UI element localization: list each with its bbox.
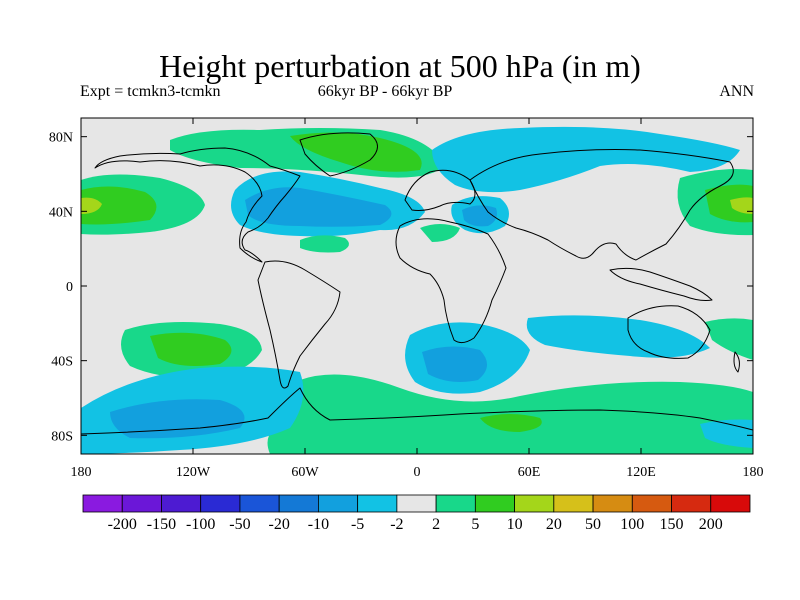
colorbar-label: 2 — [432, 516, 440, 533]
colorbar-swatch — [121, 494, 162, 513]
lat-tick-label: 80N — [49, 131, 73, 146]
colorbar-label: -100 — [186, 516, 215, 533]
lon-tick-label: 180 — [743, 465, 764, 480]
colorbar-swatch — [514, 494, 555, 513]
colorbar: -200 -150 -100 -50 -20 -10 -5 -2 2 5 10 20 50 100 150 2… — [82, 494, 751, 533]
map-title: Height perturbation at 500 hPa (in m) — [159, 48, 641, 84]
colorbar-label: 50 — [585, 516, 601, 533]
colorbar-swatch — [631, 494, 672, 513]
field-east-pacific-core — [705, 184, 753, 223]
field-natl-negative-core — [245, 187, 392, 227]
field-atlantic-positive-small — [300, 235, 349, 253]
coastline-greenland — [299, 132, 378, 177]
field-far-west-yellow — [81, 197, 102, 214]
coastline-north-america — [94, 147, 301, 263]
colorbar-label: -50 — [229, 516, 250, 533]
colorbar-swatch — [357, 494, 398, 513]
colorbar-swatch — [671, 494, 712, 513]
field-southern-positive-core — [480, 414, 542, 432]
colorbar-label: 20 — [546, 516, 562, 533]
lon-tick-label: 180 — [71, 465, 92, 480]
colorbar-label: -2 — [390, 516, 403, 533]
subtitle-season: ANN — [719, 83, 754, 100]
field-mideast-core — [462, 205, 497, 227]
coastline-asia — [469, 149, 734, 261]
colorbar-swatch — [553, 494, 594, 513]
longitude-ticks: 180 120W 60W 0 60E 120E 180 — [71, 118, 764, 480]
coastline-europe — [404, 169, 476, 211]
colorbar-label: -200 — [108, 516, 137, 533]
colorbar-label: 5 — [471, 516, 479, 533]
lat-tick-label: 80S — [51, 429, 73, 444]
colorbar-swatch — [318, 494, 359, 513]
colorbar-label: -5 — [351, 516, 364, 533]
colorbar-label: 10 — [507, 516, 523, 533]
coastline-antarctica — [81, 387, 753, 435]
lon-tick-label: 120E — [626, 465, 656, 480]
coastline-africa — [395, 218, 507, 344]
field-asia-negative — [432, 126, 740, 193]
colorbar-swatch — [82, 494, 123, 513]
field-arctic-positive-core — [290, 132, 422, 172]
colorbar-label: 200 — [699, 516, 723, 533]
field-aus-east-positive — [705, 318, 753, 360]
field-antarctic-negative-core — [110, 399, 245, 439]
colorbar-label: -150 — [147, 516, 176, 533]
colorbar-swatch — [278, 494, 319, 513]
field-aus-negative — [526, 315, 710, 358]
lat-tick-label: 0 — [66, 280, 73, 295]
colorbar-label: -10 — [308, 516, 329, 533]
coastline-maritime — [609, 267, 713, 301]
colorbar-label: 100 — [620, 516, 644, 533]
colorbar-label: 150 — [660, 516, 684, 533]
colorbar-swatch — [710, 494, 751, 513]
colorbar-swatch — [396, 494, 437, 513]
colorbar-swatch — [474, 494, 515, 513]
field-south-pacific-core — [150, 332, 232, 366]
lon-tick-label: 0 — [414, 465, 421, 480]
field-east-pacific-yellow — [730, 197, 753, 214]
field-africa-positive-small — [420, 224, 460, 242]
lon-tick-label: 60E — [518, 465, 541, 480]
lat-tick-label: 40S — [51, 355, 73, 370]
field-west-pacific-core — [81, 186, 157, 225]
coastline-south-america — [257, 260, 341, 389]
subtitle-experiment: Expt = tcmkn3-tcmkn — [80, 83, 221, 100]
lon-tick-label: 60W — [291, 465, 319, 480]
subtitle-period: 66kyr BP - 66kyr BP — [317, 83, 453, 100]
latitude-ticks: 80N 40N 0 40S 80S — [49, 131, 753, 444]
colorbar-swatch — [239, 494, 280, 513]
field-south-indian-core — [422, 346, 488, 382]
contour-fields — [81, 126, 753, 454]
coastlines — [81, 132, 753, 435]
colorbar-swatch — [435, 494, 476, 513]
lat-tick-label: 40N — [49, 205, 73, 220]
lon-tick-label: 120W — [176, 465, 211, 480]
colorbar-swatch — [161, 494, 202, 513]
colorbar-label: -20 — [269, 516, 290, 533]
coastline-australia — [627, 305, 711, 359]
colorbar-swatch — [592, 494, 633, 513]
coastline-new-zealand — [733, 351, 740, 373]
colorbar-swatch — [200, 494, 241, 513]
